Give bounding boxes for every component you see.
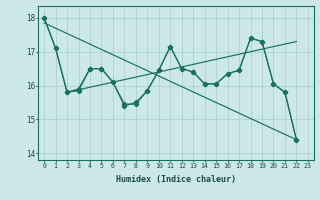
X-axis label: Humidex (Indice chaleur): Humidex (Indice chaleur) [116, 175, 236, 184]
